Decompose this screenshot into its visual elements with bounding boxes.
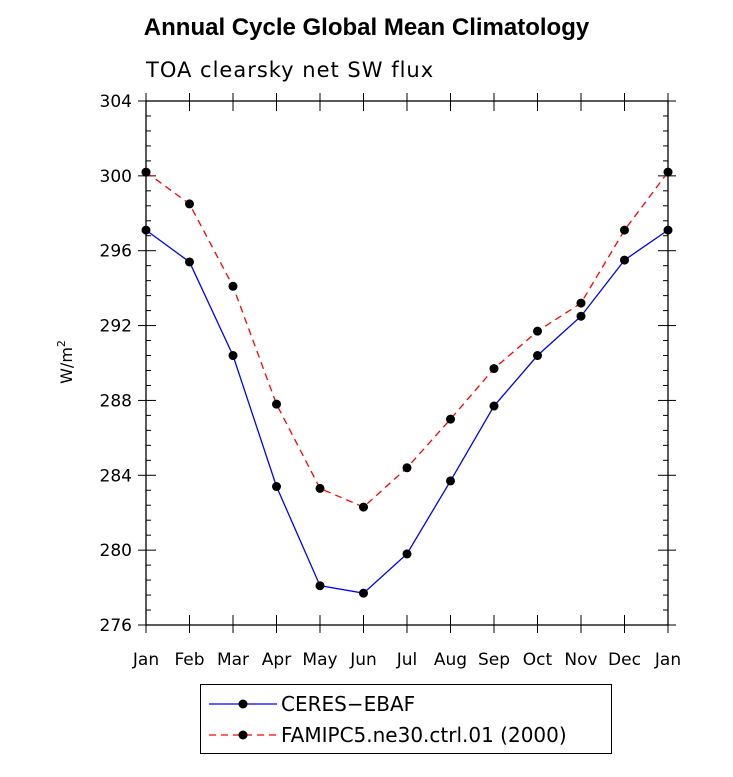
y-tick-label: 276 <box>100 616 132 636</box>
y-axis-label-superscript: 2 <box>55 340 68 347</box>
series-1-point <box>620 225 629 235</box>
series-0-point <box>402 549 412 559</box>
x-tick-label: Aug <box>434 650 467 670</box>
x-tick-label: Jan <box>132 650 159 670</box>
x-tick-label: Nov <box>564 650 597 670</box>
series-0-point <box>315 581 325 591</box>
x-tick-label: May <box>302 650 337 670</box>
y-tick-label: 300 <box>100 167 132 187</box>
x-tick-label: Mar <box>217 650 249 670</box>
series-0-point <box>620 255 629 265</box>
x-tick-label: Feb <box>174 650 204 670</box>
series-1-point <box>489 364 499 374</box>
series-1-point <box>663 167 673 177</box>
y-axis-label: W/m2 <box>55 340 76 384</box>
x-tick-label: Dec <box>608 650 641 670</box>
x-tick-label: Jun <box>349 650 377 670</box>
series-line-0 <box>145 229 669 594</box>
y-tick-label: 292 <box>100 317 132 337</box>
series-1-point <box>402 463 412 473</box>
series-1-point <box>533 326 542 336</box>
series-1-point <box>228 281 238 291</box>
series-1-point <box>272 399 281 409</box>
y-tick-label: 284 <box>100 466 132 486</box>
series-0-point <box>141 225 151 235</box>
x-tick-label: Sep <box>478 650 510 670</box>
plot-frame <box>145 100 669 626</box>
series-0-point <box>272 482 281 492</box>
legend-swatch-famipc5 <box>209 730 277 740</box>
chart-legend: CERES−EBAF FAMIPC5.ne30.ctrl.01 (2000) <box>200 684 612 754</box>
series-line-1 <box>145 171 669 508</box>
series-0-point <box>446 476 455 486</box>
series-0-point <box>228 351 238 361</box>
series-1-point <box>359 502 368 512</box>
x-tick-label: Apr <box>262 650 291 670</box>
series-1-point <box>446 414 455 424</box>
series-0-point <box>185 257 194 267</box>
series-1-point <box>576 298 586 308</box>
legend-item-ceres: CERES−EBAF <box>201 690 611 718</box>
y-axis-label-text: W/m <box>57 347 76 384</box>
legend-item-famipc5: FAMIPC5.ne30.ctrl.01 (2000) <box>201 721 611 749</box>
series-0-point <box>489 401 499 411</box>
y-tick-label: 280 <box>100 541 132 561</box>
x-tick-label: Oct <box>523 650 553 670</box>
y-tick-label: 288 <box>100 391 132 411</box>
series-0-point <box>576 311 586 321</box>
series-1-point <box>141 167 151 177</box>
legend-swatch-ceres <box>209 699 277 709</box>
series-0-point <box>533 351 542 361</box>
y-tick-label: 304 <box>100 92 132 112</box>
chart-title: Annual Cycle Global Mean Climatology <box>143 14 590 41</box>
series-1-point <box>185 199 194 209</box>
x-tick-label: Jan <box>654 650 681 670</box>
legend-label-ceres: CERES−EBAF <box>281 692 416 716</box>
chart-subtitle: TOA clearsky net SW flux <box>146 58 435 82</box>
y-tick-label: 296 <box>100 242 132 262</box>
legend-label-famipc5: FAMIPC5.ne30.ctrl.01 (2000) <box>281 723 567 747</box>
x-tick-label: Jul <box>396 650 418 670</box>
series-1-point <box>315 483 325 493</box>
series-0-point <box>359 588 368 598</box>
series-0-point <box>663 225 673 235</box>
